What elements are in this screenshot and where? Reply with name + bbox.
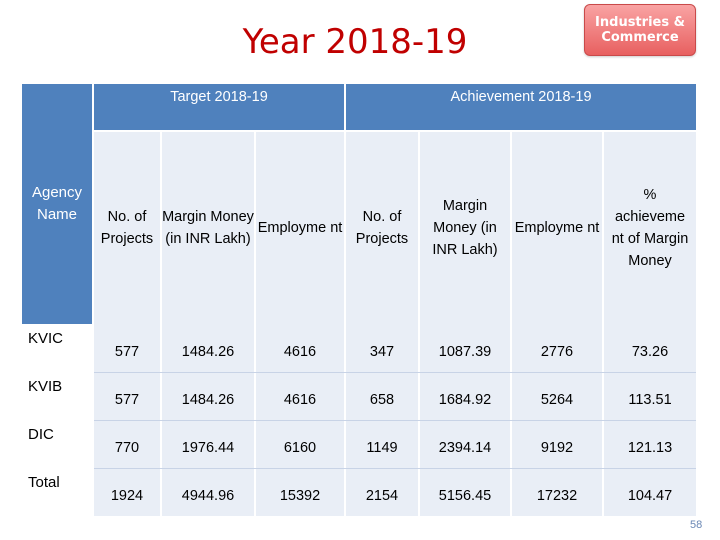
cell-kvic-achievement-percent: 73.26: [604, 324, 696, 372]
agency-name-header-cell: Agency Name: [22, 84, 92, 324]
target-achievement-table: Agency Name Target 2018-19 Achievement 2…: [22, 84, 696, 516]
cell-total-target-projects: 1924: [94, 468, 160, 516]
col-header-achievement-percent: % achieveme nt of Margin Money: [604, 132, 696, 324]
cell-kvic-target-employment: 4616: [256, 324, 344, 372]
cell-total-achievement-percent: 104.47: [604, 468, 696, 516]
badge-line-2: Commerce: [601, 30, 679, 45]
col-header-target-employment: Employme nt: [256, 132, 344, 324]
cell-kvib-achievement-margin-money: 1684.92: [420, 372, 510, 420]
target-group-label: Target 2018-19: [170, 89, 268, 105]
agency-name-header: Agency Name: [31, 184, 83, 223]
cell-kvic-achievement-margin-money: 1087.39: [420, 324, 510, 372]
cell-dic-achievement-projects: 1149: [346, 420, 418, 468]
col-header-achievement-employment: Employme nt: [512, 132, 602, 324]
cell-kvic-achievement-employment: 2776: [512, 324, 602, 372]
industries-commerce-badge: Industries & Commerce: [584, 4, 696, 56]
cell-kvic-target-margin-money: 1484.26: [162, 324, 254, 372]
cell-kvib-achievement-projects: 658: [346, 372, 418, 420]
cell-total-achievement-employment: 17232: [512, 468, 602, 516]
agency-kvib: KVIB: [22, 372, 92, 420]
col-header-target-margin-money: Margin Money (in INR Lakh): [162, 132, 254, 324]
cell-total-achievement-margin-money: 5156.45: [420, 468, 510, 516]
cell-kvib-achievement-employment: 5264: [512, 372, 602, 420]
page-number: 58: [690, 519, 703, 531]
agency-kvic: KVIC: [22, 324, 92, 372]
cell-kvib-achievement-percent: 113.51: [604, 372, 696, 420]
cell-dic-achievement-employment: 9192: [512, 420, 602, 468]
cell-dic-target-margin-money: 1976.44: [162, 420, 254, 468]
target-group-header: Target 2018-19: [94, 84, 344, 130]
cell-kvib-target-margin-money: 1484.26: [162, 372, 254, 420]
cell-dic-achievement-margin-money: 2394.14: [420, 420, 510, 468]
achievement-group-header: Achievement 2018-19: [346, 84, 696, 130]
cell-kvic-achievement-projects: 347: [346, 324, 418, 372]
cell-total-achievement-projects: 2154: [346, 468, 418, 516]
agency-dic: DIC: [22, 420, 92, 468]
achievement-group-label: Achievement 2018-19: [450, 89, 592, 105]
col-header-achievement-margin-money: Margin Money (in INR Lakh): [420, 132, 510, 324]
col-header-target-projects: No. of Projects: [94, 132, 160, 324]
cell-kvib-target-employment: 4616: [256, 372, 344, 420]
agency-total: Total: [22, 468, 92, 516]
cell-total-target-employment: 15392: [256, 468, 344, 516]
badge-line-1: Industries &: [595, 15, 685, 30]
col-header-achievement-projects: No. of Projects: [346, 132, 418, 324]
cell-kvic-target-projects: 577: [94, 324, 160, 372]
cell-kvib-target-projects: 577: [94, 372, 160, 420]
cell-dic-achievement-percent: 121.13: [604, 420, 696, 468]
page-title: Year 2018-19: [242, 22, 468, 62]
cell-dic-target-employment: 6160: [256, 420, 344, 468]
cell-dic-target-projects: 770: [94, 420, 160, 468]
cell-total-target-margin-money: 4944.96: [162, 468, 254, 516]
